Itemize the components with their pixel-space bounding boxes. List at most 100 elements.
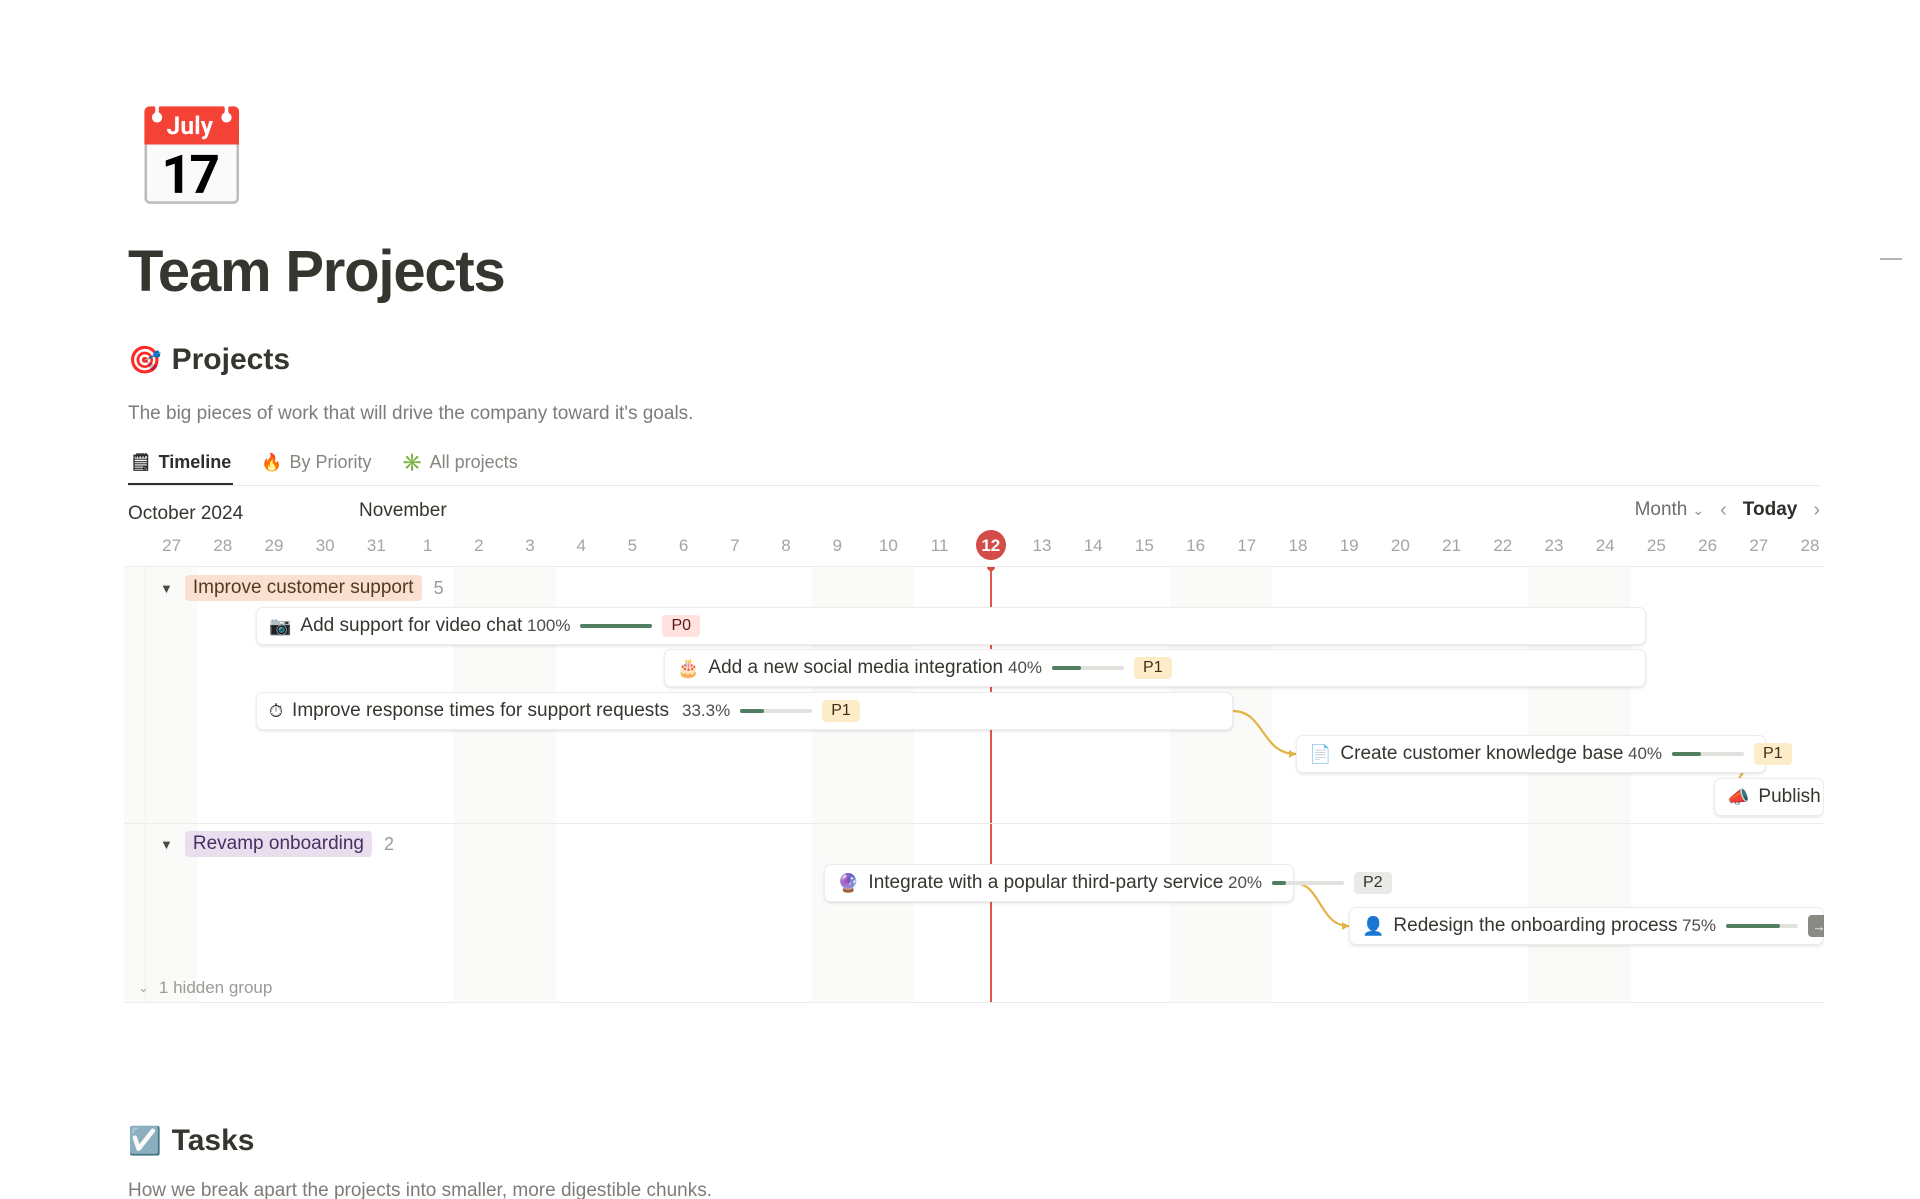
timeline-month-october: October 2024 xyxy=(128,503,244,524)
timeline-day-6: 6 xyxy=(678,536,689,555)
tab-all-projects-label: All projects xyxy=(429,452,518,472)
timeline-day-26: 26 xyxy=(1698,536,1718,555)
zoom-level-dropdown[interactable]: Month ⌄ xyxy=(1635,499,1705,521)
timeline-icon: 🗒 xyxy=(130,453,152,472)
progress-percent-label: 75% xyxy=(1682,916,1717,935)
tasks-heading-text: Tasks xyxy=(171,1124,255,1157)
timeline-day-21: 21 xyxy=(1442,536,1462,555)
priority-badge: P1 xyxy=(822,700,860,722)
timeline-group-header[interactable]: ▼ Revamp onboarding 2 xyxy=(160,829,394,859)
tab-all-projects[interactable]: ✳️ All projects xyxy=(399,452,519,485)
timeline-day-24: 24 xyxy=(1595,536,1615,555)
timeline-day-22: 22 xyxy=(1493,536,1513,555)
hidden-groups-label: 1 hidden group xyxy=(158,978,273,997)
checkbox-icon: ☑️ xyxy=(128,1125,162,1156)
prev-period-button[interactable]: ‹ xyxy=(1720,499,1727,521)
calendar-emoji-icon[interactable]: 📅 xyxy=(132,106,252,213)
priority-badge: P0 xyxy=(662,615,701,637)
timeline-bar-emoji-icon: 🔮 xyxy=(837,873,860,893)
timeline-grid: 27 28 29 30 31 1 2 3 4 5 6 7 8 9 10 11 12 13 14 15 16 17 18 19 2… xyxy=(124,530,1824,1008)
timeline-bar-emoji-icon: 📄 xyxy=(1309,744,1332,764)
timeline-day-15: 15 xyxy=(1134,536,1154,555)
tasks-section-heading: ☑️ Tasks xyxy=(128,1124,254,1158)
today-dot xyxy=(986,567,995,571)
timeline-day-2: 2 xyxy=(474,536,484,555)
chevron-down-icon[interactable]: ▼ xyxy=(160,836,173,852)
timeline-bar-title: Publish xyxy=(1758,786,1821,807)
progress-bar xyxy=(1272,881,1345,885)
page-edge-divider xyxy=(1880,258,1902,260)
timeline-bar-meta: 33.3% P1 xyxy=(682,692,860,730)
timeline-bar-title: Integrate with a popular third-party ser… xyxy=(868,872,1224,893)
timeline-day-11: 11 xyxy=(930,536,949,555)
timeline-day-17: 17 xyxy=(1237,536,1257,555)
progress-percent-label: 40% xyxy=(1008,658,1043,677)
timeline-day-27: 27 xyxy=(162,536,182,555)
group-item-count: 5 xyxy=(433,577,444,598)
timeline-bar-emoji-icon: 📷 xyxy=(269,616,292,636)
timeline-bar-title: Add a new social media integration xyxy=(708,657,1004,678)
projects-description: The big pieces of work that will drive t… xyxy=(128,403,694,424)
asterisk-icon: ✳️ xyxy=(401,453,423,472)
priority-badge: P1 xyxy=(1134,657,1172,679)
timeline-day-14: 14 xyxy=(1083,536,1103,555)
view-tabs: 🗒 Timeline 🔥 By Priority ✳️ All projects xyxy=(128,442,1820,486)
priority-badge: P1 xyxy=(1754,743,1792,765)
timeline-day-4: 4 xyxy=(576,536,586,555)
timeline-day-29: 29 xyxy=(264,536,284,555)
hidden-groups-toggle[interactable]: ⌄ 1 hidden group xyxy=(124,968,1824,1008)
milestone-arrow-icon[interactable]: → xyxy=(1808,915,1824,937)
timeline-bar-emoji-icon: 📣 xyxy=(1727,787,1750,807)
timeline-day-30: 30 xyxy=(315,536,335,555)
timeline-day-18: 18 xyxy=(1288,536,1308,555)
timeline-day-25: 25 xyxy=(1646,536,1666,555)
timeline-bar-emoji-icon: 👤 xyxy=(1362,916,1385,936)
timeline-bar[interactable]: 📷 Add support for video chat xyxy=(256,607,1646,645)
tab-timeline[interactable]: 🗒 Timeline xyxy=(128,452,234,485)
timeline-rows: ▼ Improve customer support 5 📷 Add support f… xyxy=(124,566,1824,1003)
tab-by-priority-label: By Priority xyxy=(289,452,372,472)
today-button[interactable]: Today xyxy=(1742,499,1798,520)
projects-heading-text: Projects xyxy=(171,343,291,376)
progress-percent-label: 33.3% xyxy=(682,701,731,720)
timeline-bar-meta: 40% P1 xyxy=(1628,735,1792,773)
timeline-left-gutter xyxy=(124,567,146,1002)
target-icon: 🎯 xyxy=(128,344,162,375)
today-line xyxy=(989,567,992,1002)
timeline-day-23: 23 xyxy=(1544,536,1564,555)
timeline-bar[interactable]: 🔮 Integrate with a popular third-party se… xyxy=(824,864,1294,902)
timeline-bar-emoji-icon: 🎂 xyxy=(677,658,700,678)
zoom-level-label: Month xyxy=(1634,499,1688,520)
progress-bar xyxy=(580,624,653,628)
progress-percent-label: 20% xyxy=(1228,873,1263,892)
timeline-day-31: 31 xyxy=(366,536,386,555)
progress-bar xyxy=(1726,924,1799,928)
tab-timeline-label: Timeline xyxy=(158,452,232,472)
timeline-month-november: November xyxy=(359,500,447,521)
group-item-count: 2 xyxy=(384,833,395,854)
timeline-day-12: 12 xyxy=(981,536,1001,555)
timeline-day-20: 20 xyxy=(1390,536,1410,555)
tab-by-priority[interactable]: 🔥 By Priority xyxy=(259,452,373,485)
timeline-day-13: 13 xyxy=(1032,536,1052,555)
progress-bar xyxy=(740,709,813,713)
next-period-button[interactable]: › xyxy=(1813,499,1820,521)
timeline-day-1: 1 xyxy=(422,536,433,555)
timeline-day-5: 5 xyxy=(627,536,638,555)
timeline-group-header[interactable]: ▼ Improve customer support 5 xyxy=(160,573,444,603)
timeline-day-ruler: 27 28 29 30 31 1 2 3 4 5 6 7 8 9 10 11 12 13 14 15 16 17 18 19 2… xyxy=(124,530,1824,566)
timeline-day-28: 28 xyxy=(1800,536,1820,555)
timeline-bar[interactable]: 📣 Publish xyxy=(1714,778,1824,816)
timeline-day-8: 8 xyxy=(781,536,791,555)
timeline-day-10: 10 xyxy=(878,536,898,555)
timeline-day-9: 9 xyxy=(832,536,842,555)
progress-bar xyxy=(1672,752,1745,756)
group-name-tag: Revamp onboarding xyxy=(184,831,372,857)
tasks-description: How we break apart the projects into sma… xyxy=(128,1180,712,1199)
group-name-tag: Improve customer support xyxy=(184,575,422,601)
timeline-toolbar: October 2024 November Month ⌄ ‹ Today › xyxy=(128,498,1820,534)
chevron-down-icon[interactable]: ▼ xyxy=(160,580,173,596)
timeline-bar[interactable]: 👤 Redesign the onboarding process xyxy=(1349,907,1824,945)
timeline-bar-meta: 100% P0 xyxy=(527,607,701,645)
